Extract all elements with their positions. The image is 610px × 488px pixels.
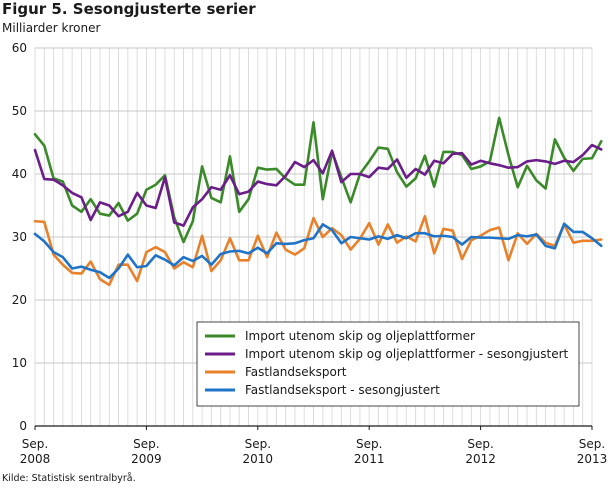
legend: Import utenom skip og oljeplattformer Imp… — [196, 321, 580, 407]
series-line-2 — [33, 143, 603, 227]
y-axis-unit-label: Milliarder kroner — [2, 21, 101, 35]
y-tick-label: 10 — [12, 356, 27, 370]
series-line-4 — [33, 222, 603, 280]
source-note: Kilde: Statistisk sentralbyrå. — [2, 473, 136, 484]
chart-title: Figur 5. Sesongjusterte serier — [2, 0, 256, 18]
y-tick-label: 20 — [12, 293, 27, 307]
series-line-1 — [33, 116, 603, 244]
x-tick-label-month: Sep. — [133, 437, 159, 451]
y-axis-tick-labels: 0 10 20 30 40 50 60 — [12, 41, 27, 433]
x-tick-label-month: Sep. — [245, 437, 271, 451]
series-line-3 — [33, 214, 603, 287]
legend-label: Import utenom skip og oljeplattformer — [245, 329, 475, 343]
x-tick-label-year: 2009 — [131, 452, 162, 466]
x-axis-tick-labels: Sep.2008Sep.2009Sep.2010Sep.2011Sep.2012… — [20, 426, 608, 466]
x-tick-label-month: Sep. — [579, 437, 605, 451]
x-tick-label-year: 2011 — [354, 452, 385, 466]
series-lines — [33, 116, 603, 287]
x-tick-label-month: Sep. — [467, 437, 493, 451]
x-tick-label-year: 2008 — [20, 452, 51, 466]
x-tick-label-year: 2010 — [243, 452, 274, 466]
x-tick-label-year: 2013 — [577, 452, 608, 466]
y-tick-label: 40 — [12, 167, 27, 181]
legend-label: Fastlandseksport — [245, 365, 347, 379]
x-tick-label-month: Sep. — [356, 437, 382, 451]
legend-label: Fastlandseksport - sesongjustert — [245, 383, 440, 397]
y-tick-label: 30 — [12, 230, 27, 244]
y-tick-label: 50 — [12, 104, 27, 118]
x-tick-label-month: Sep. — [22, 437, 48, 451]
legend-box — [196, 321, 580, 407]
y-tick-label: 60 — [12, 41, 27, 55]
legend-label: Import utenom skip og oljeplattformer - … — [245, 347, 569, 361]
y-tick-label: 0 — [19, 419, 27, 433]
x-tick-label-year: 2012 — [465, 452, 496, 466]
